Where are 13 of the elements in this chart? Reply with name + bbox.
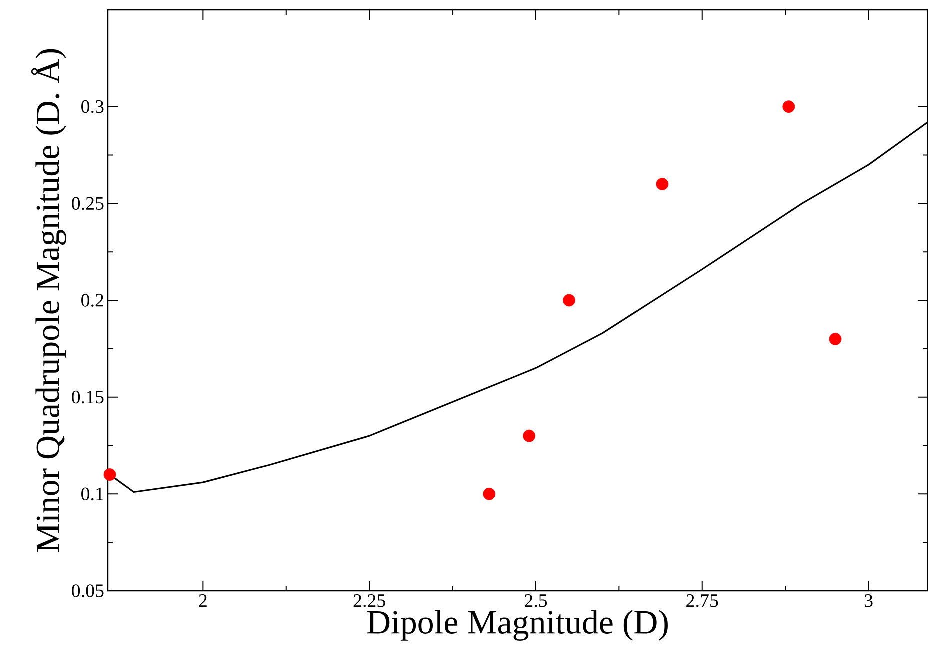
x-tick-label: 3: [864, 594, 873, 608]
x-axis-title: Dipole Magnitude (D): [368, 610, 668, 641]
y-axis-title: Minor Quadrupole Magnitude (D. Å): [31, 49, 67, 552]
x-tick-label: 2.75: [686, 594, 718, 608]
y-tick-label: 0.25: [72, 197, 104, 210]
x-tick-label: 2: [199, 594, 207, 608]
y-tick-label: 0.1: [82, 488, 104, 501]
x-tick-label: 2.25: [354, 594, 386, 608]
x-tick-label: 2.5: [524, 594, 548, 608]
y-tick-label: 0.15: [72, 390, 104, 404]
y-tick-label: 0.3: [82, 100, 104, 114]
y-tick-label: 0.2: [82, 294, 104, 307]
y-tick-label: 0.05: [72, 584, 104, 598]
